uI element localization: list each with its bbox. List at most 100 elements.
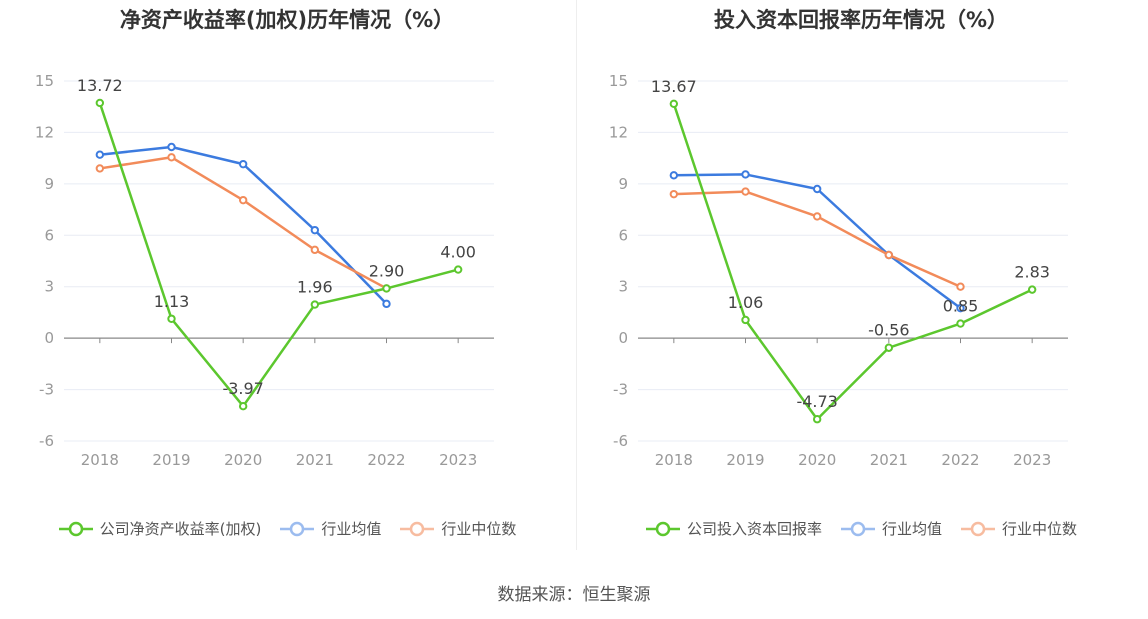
x-tick-label: 2018 <box>81 451 119 469</box>
data-point <box>812 415 822 424</box>
data-label: 1.13 <box>154 292 190 311</box>
chart-panel-roic: 投入资本回报率历年情况（%） 15 12 9 6 3 0 -3 -6 2018 2019 2020 2… <box>574 0 1148 560</box>
x-tick-label: 2020 <box>798 451 836 469</box>
legend-item-industry-median[interactable]: 行业中位数 <box>960 518 1077 539</box>
data-point <box>95 98 105 108</box>
data-point <box>741 315 750 325</box>
x-tick-label: 2021 <box>870 451 908 469</box>
legend-item-company[interactable]: 公司投入资本回报率 <box>645 518 822 539</box>
y-tick-label: 6 <box>44 226 54 244</box>
series-line <box>98 102 459 408</box>
chart-title: 净资产收益率(加权)历年情况（%） <box>119 8 455 32</box>
y-tick-label: 6 <box>618 226 628 244</box>
legend-label: 公司投入资本回报率 <box>686 520 822 538</box>
data-point <box>956 303 965 313</box>
data-label: -4.73 <box>796 392 837 411</box>
data-label: 2.83 <box>1014 263 1050 282</box>
x-tick-label: 2022 <box>941 451 979 469</box>
data-label: 1.96 <box>297 278 333 297</box>
data-point <box>167 314 176 323</box>
y-tick-label: 0 <box>44 329 54 347</box>
data-point <box>238 159 248 169</box>
data-point <box>382 299 391 309</box>
data-point <box>95 150 105 159</box>
data-point <box>669 99 679 109</box>
legend-label: 公司净资产收益率(加权) <box>99 520 262 538</box>
data-point <box>884 343 894 352</box>
legend-label: 行业均值 <box>881 520 942 538</box>
y-tick-label: 12 <box>609 123 628 141</box>
data-point <box>453 265 463 274</box>
legend-marker-icon <box>280 521 315 536</box>
y-tick-label: 15 <box>35 72 54 90</box>
x-tick-label: 2020 <box>224 451 262 469</box>
data-point <box>812 212 822 221</box>
data-label: -3.97 <box>222 379 263 398</box>
series-line <box>99 145 388 305</box>
data-point <box>812 184 822 194</box>
series-line <box>672 103 1033 421</box>
x-tick-label: 2019 <box>152 451 190 469</box>
legend-marker-icon <box>58 521 93 536</box>
data-point <box>238 195 248 205</box>
data-point <box>956 319 965 328</box>
data-point <box>669 171 679 180</box>
data-point <box>310 245 320 255</box>
y-tick-label: 3 <box>618 278 628 296</box>
data-point <box>238 402 248 411</box>
legend: 公司净资产收益率(加权) 行业均值 行业中位数 <box>0 518 574 539</box>
data-label: 2.90 <box>369 261 405 280</box>
y-tick-label: 15 <box>609 72 628 90</box>
x-tick-label: 2023 <box>439 451 477 469</box>
data-point <box>1027 285 1037 294</box>
data-label: 1.06 <box>728 293 764 312</box>
legend-marker-icon <box>961 521 995 536</box>
legend: 公司投入资本回报率 行业均值 行业中位数 <box>574 518 1148 539</box>
legend-item-industry-mean[interactable]: 行业均值 <box>279 518 381 539</box>
data-label: 13.72 <box>77 76 123 95</box>
data-point <box>382 284 391 293</box>
data-label: 13.67 <box>651 77 697 96</box>
data-point <box>167 142 176 152</box>
data-point <box>956 282 965 291</box>
x-tick-label: 2022 <box>367 451 405 469</box>
legend-marker-icon <box>400 521 435 536</box>
legend-item-company[interactable]: 公司净资产收益率(加权) <box>58 518 262 539</box>
chart-title: 投入资本回报率历年情况（%） <box>713 8 1009 32</box>
data-label: 0.85 <box>943 297 979 316</box>
y-tick-label: 9 <box>618 175 628 193</box>
data-label: 4.00 <box>440 243 476 262</box>
series-line <box>673 173 962 310</box>
data-point <box>310 300 320 309</box>
series-line <box>673 190 962 288</box>
data-point <box>884 250 894 260</box>
x-tick-label: 2021 <box>296 451 334 469</box>
legend-marker-icon <box>840 521 875 536</box>
data-point <box>669 189 679 199</box>
chart-panel-roe: 净资产收益率(加权)历年情况（%） 15 12 9 6 3 0 -3 -6 2018 2019 20… <box>0 0 574 560</box>
y-tick-label: 9 <box>44 175 54 193</box>
legend-label: 行业中位数 <box>441 520 517 538</box>
y-tick-label: 3 <box>44 278 54 296</box>
data-point <box>167 153 176 162</box>
legend-label: 行业均值 <box>321 520 382 538</box>
y-tick-label: -6 <box>613 432 628 450</box>
x-tick-label: 2023 <box>1013 451 1051 469</box>
data-label: -0.56 <box>868 321 909 340</box>
panel-divider <box>576 0 577 550</box>
data-point <box>741 170 750 179</box>
data-point <box>310 225 320 235</box>
line-chart-roe: 15 12 9 6 3 0 -3 -6 2018 2019 2020 2021 2022 2023 13.7… <box>35 72 494 469</box>
legend-item-industry-median[interactable]: 行业中位数 <box>399 518 516 539</box>
y-tick-label: 12 <box>35 123 54 141</box>
x-tick-label: 2019 <box>726 451 764 469</box>
y-tick-label: -3 <box>39 381 54 399</box>
x-tick-label: 2018 <box>655 451 693 469</box>
data-source: 数据来源：恒生聚源 <box>497 585 651 605</box>
y-tick-label: 0 <box>618 329 628 347</box>
data-point <box>741 187 750 196</box>
legend-label: 行业中位数 <box>1002 520 1078 538</box>
legend-item-industry-mean[interactable]: 行业均值 <box>840 518 942 539</box>
y-tick-label: -3 <box>613 381 628 399</box>
legend-marker-icon <box>645 521 680 536</box>
